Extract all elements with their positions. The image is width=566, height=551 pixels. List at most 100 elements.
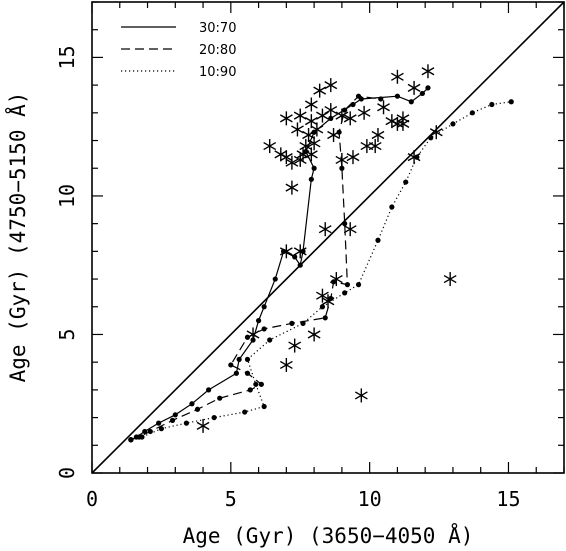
asterisk-marker — [318, 222, 332, 237]
series-point — [236, 356, 242, 363]
asterisk-marker — [285, 180, 299, 195]
y-tick-label: 10 — [55, 184, 79, 208]
asterisk-marker — [304, 147, 318, 162]
asterisk-marker — [293, 244, 307, 259]
legend: 30:70 20:80 10:90 — [121, 21, 236, 80]
y-tick-label: 15 — [55, 45, 79, 69]
series-point — [419, 90, 425, 97]
series-point — [272, 276, 278, 282]
series-point — [403, 179, 409, 185]
asterisk-marker — [390, 116, 404, 131]
series-point — [206, 387, 212, 393]
asterisk-marker — [304, 97, 318, 112]
asterisk-marker — [324, 78, 338, 93]
asterisk-marker — [377, 100, 390, 115]
series-point — [267, 337, 273, 343]
series-line — [130, 87, 429, 441]
series-point — [428, 135, 434, 141]
series-point — [350, 101, 356, 108]
series-point — [169, 417, 176, 423]
series-point — [508, 99, 514, 105]
asterisk-marker — [360, 139, 374, 154]
asterisk-marker — [354, 388, 368, 403]
series-point — [322, 315, 328, 321]
asterisk-marker — [396, 116, 410, 131]
series-point — [355, 93, 362, 99]
series-point — [342, 290, 348, 296]
series-point — [378, 96, 384, 102]
series-point — [261, 326, 267, 332]
asterisk-marker — [288, 338, 302, 353]
series-point — [255, 318, 262, 324]
series-point — [147, 428, 153, 435]
asterisk-marker — [390, 69, 404, 84]
series-point — [308, 176, 314, 182]
asterisk-marker — [407, 80, 421, 95]
legend-label: 10:90 — [199, 65, 236, 80]
asterisk-marker — [196, 418, 210, 433]
series-point — [247, 387, 253, 393]
series-point — [139, 434, 145, 440]
asterisk-marker — [310, 122, 324, 137]
series-point — [261, 304, 267, 310]
series-point — [469, 110, 475, 116]
series-point — [253, 381, 259, 387]
series-point — [292, 254, 298, 260]
axis-ticks — [91, 1, 565, 474]
series-point — [158, 426, 165, 432]
series-point — [342, 221, 348, 227]
asterisk-marker — [429, 125, 443, 140]
series-point — [183, 420, 189, 426]
series-point — [297, 262, 303, 268]
series-10-90 — [128, 99, 514, 443]
asterisk-marker — [321, 294, 335, 309]
series-point — [311, 165, 317, 171]
y-axis-label: Age (Gyr) (4750−5150 Å) — [4, 92, 30, 383]
series-point — [228, 362, 234, 368]
series-point — [189, 401, 195, 407]
series-point — [342, 107, 348, 113]
series-point — [244, 356, 251, 363]
series-point — [217, 395, 223, 401]
series-point — [408, 99, 414, 105]
x-tick-label: 15 — [496, 487, 520, 511]
series-20-80 — [128, 93, 384, 443]
series-point — [244, 370, 251, 376]
asterisk-marker — [357, 105, 371, 120]
series-point — [128, 437, 134, 443]
series-point — [339, 165, 345, 171]
x-tick-label: 5 — [225, 487, 237, 511]
series-point — [289, 320, 295, 326]
asterisk-marker — [324, 103, 338, 118]
asterisk-marker — [421, 64, 435, 79]
tick-labels: 0 5 10 15 0 5 10 15 — [55, 45, 521, 511]
series-point — [300, 320, 306, 326]
series-point — [344, 282, 351, 288]
asterisk-marker — [316, 108, 329, 123]
series-30-70 — [128, 85, 431, 443]
series-point — [261, 403, 267, 410]
series-point — [211, 414, 217, 421]
asterisk-marker — [316, 288, 329, 303]
series-point — [450, 121, 456, 127]
series-layer — [128, 85, 514, 443]
asterisk-marker — [279, 357, 293, 372]
legend-label: 30:70 — [199, 21, 236, 36]
asterisk-marker — [343, 111, 357, 126]
series-point — [375, 237, 381, 243]
series-point — [172, 412, 178, 418]
asterisk-marker — [313, 83, 327, 98]
series-point — [258, 381, 264, 387]
asterisk-marker — [279, 244, 293, 259]
asterisk-marker — [346, 150, 360, 165]
legend-label: 20:80 — [199, 43, 236, 58]
x-tick-label: 10 — [358, 487, 382, 511]
y-tick-label: 5 — [55, 328, 79, 340]
series-point — [425, 85, 431, 91]
asterisk-marker — [443, 272, 457, 287]
x-axis-label: Age (Gyr) (3650−4050 Å) — [183, 522, 474, 548]
asterisk-marker — [246, 327, 260, 342]
plot-frame — [91, 1, 565, 474]
asterisk-marker — [285, 155, 299, 170]
asterisk-marker — [335, 108, 349, 123]
